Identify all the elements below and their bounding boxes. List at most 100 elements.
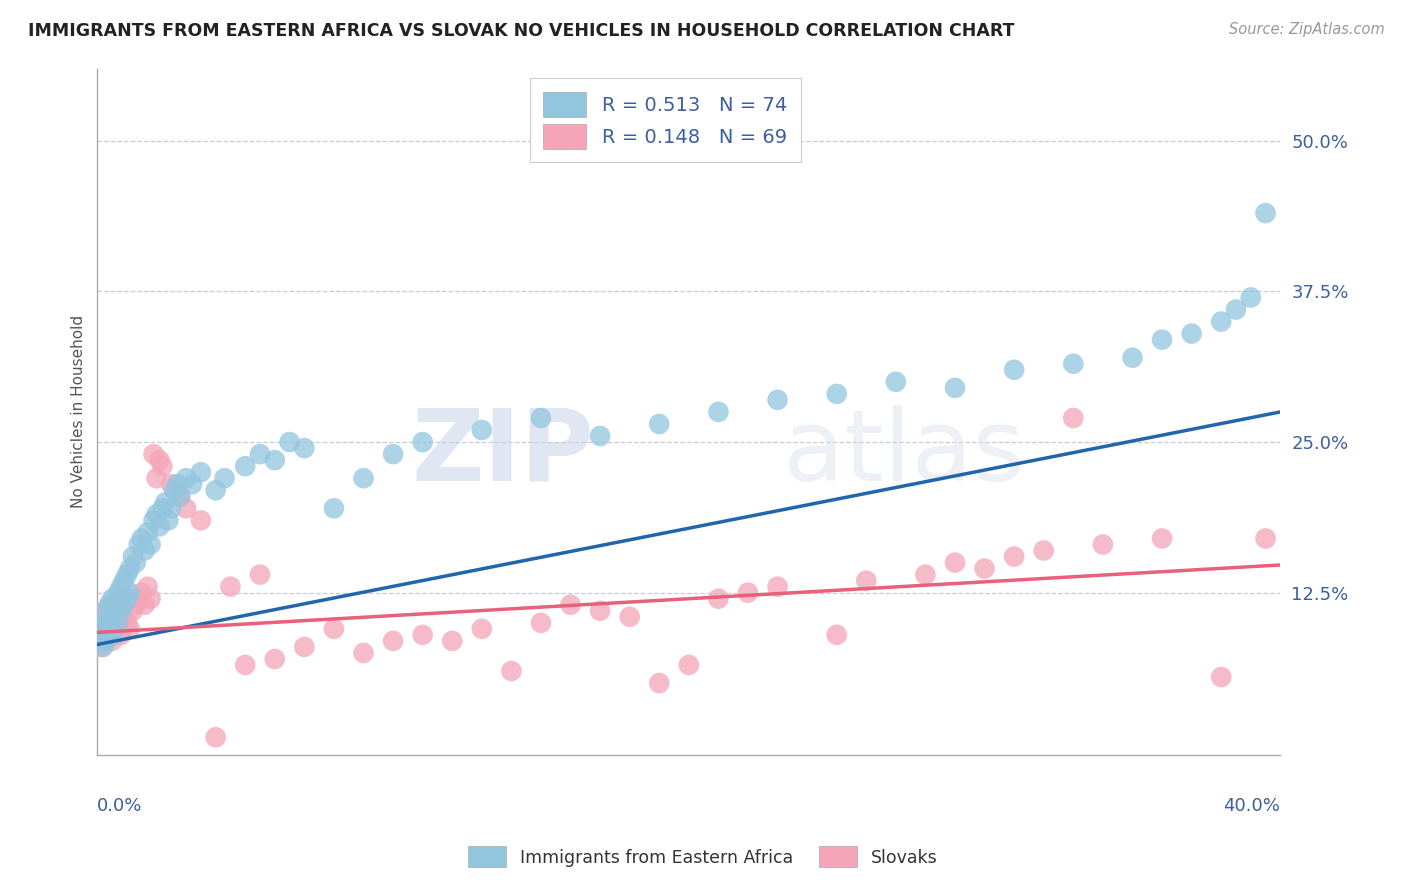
Point [110,628,132,642]
Point [131,585,153,599]
Point [96,604,118,618]
Point [139,537,162,551]
Point [104,598,127,612]
Point [278,435,301,450]
Point [589,429,612,443]
Point [471,622,494,636]
Point [107,615,129,630]
Point [148,453,170,467]
Point [148,519,170,533]
Point [110,580,132,594]
Point [707,591,730,606]
Point [1225,302,1247,317]
Point [121,604,143,618]
Point [139,591,162,606]
Point [855,574,877,588]
Point [263,453,285,467]
Point [166,477,188,491]
Point [560,598,582,612]
Point [589,604,612,618]
Point [112,598,135,612]
Point [204,731,226,745]
Point [1240,290,1263,304]
Point [101,628,124,642]
Point [98,622,121,636]
Point [190,513,212,527]
Point [112,574,135,588]
Point [115,567,138,582]
Point [136,580,159,594]
Point [914,567,936,582]
Point [1002,363,1025,377]
Point [101,609,124,624]
Point [1181,326,1204,341]
Point [1002,549,1025,564]
Point [136,525,159,540]
Point [648,417,671,431]
Point [91,633,114,648]
Point [1211,314,1233,328]
Point [263,652,285,666]
Point [1062,357,1084,371]
Point [1150,333,1173,347]
Point [648,676,671,690]
Point [89,640,111,654]
Text: atlas: atlas [783,405,1025,501]
Point [412,435,434,450]
Point [101,609,124,624]
Point [96,604,118,618]
Point [973,561,995,575]
Point [163,483,186,498]
Point [1211,670,1233,684]
Text: IMMIGRANTS FROM EASTERN AFRICA VS SLOVAK NO VEHICLES IN HOUSEHOLD CORRELATION CH: IMMIGRANTS FROM EASTERN AFRICA VS SLOVAK… [28,22,1015,40]
Point [471,423,494,437]
Point [134,543,156,558]
Point [160,477,183,491]
Point [219,580,242,594]
Point [134,598,156,612]
Point [1254,532,1277,546]
Point [145,508,167,522]
Point [382,447,405,461]
Point [825,628,848,642]
Point [619,609,641,624]
Point [766,580,789,594]
Text: Source: ZipAtlas.com: Source: ZipAtlas.com [1229,22,1385,37]
Point [91,640,114,654]
Point [91,615,114,630]
Point [115,591,138,606]
Point [125,598,148,612]
Point [169,489,191,503]
Point [1062,411,1084,425]
Point [825,387,848,401]
Point [233,657,256,672]
Point [98,598,121,612]
Point [89,622,111,636]
Point [96,628,118,642]
Point [169,489,191,503]
Point [96,622,118,636]
Point [174,501,197,516]
Point [131,532,153,546]
Point [707,405,730,419]
Point [190,465,212,479]
Point [142,513,165,527]
Point [766,392,789,407]
Text: 40.0%: 40.0% [1223,797,1281,814]
Point [128,591,150,606]
Point [115,615,138,630]
Point [125,556,148,570]
Point [412,628,434,642]
Point [181,477,204,491]
Point [118,561,141,575]
Point [89,628,111,642]
Legend: R = 0.513   N = 74, R = 0.148   N = 69: R = 0.513 N = 74, R = 0.148 N = 69 [530,78,800,162]
Point [98,598,121,612]
Point [112,598,135,612]
Point [118,622,141,636]
Point [441,633,464,648]
Point [110,604,132,618]
Point [104,598,127,612]
Point [107,591,129,606]
Point [174,471,197,485]
